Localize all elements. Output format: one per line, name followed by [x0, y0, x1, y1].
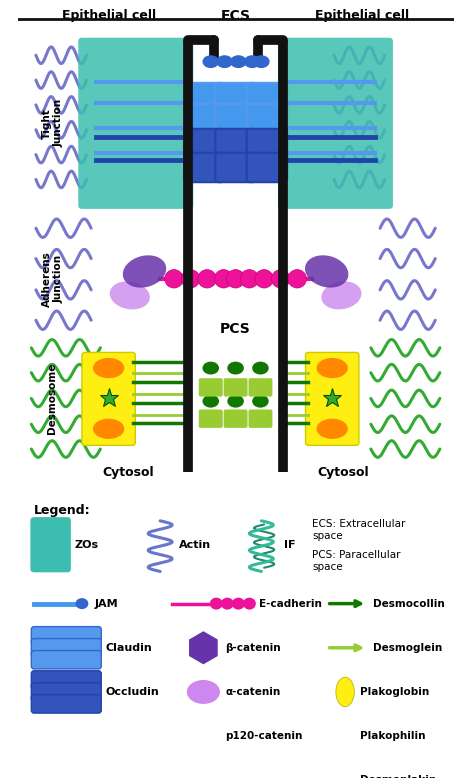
Ellipse shape: [228, 362, 244, 374]
Text: ZOs: ZOs: [74, 540, 99, 550]
Ellipse shape: [228, 394, 244, 408]
Text: Cytosol: Cytosol: [318, 465, 369, 478]
Ellipse shape: [336, 721, 354, 751]
Text: p120-catenin: p120-catenin: [226, 731, 303, 741]
Ellipse shape: [253, 55, 270, 68]
Text: β-catenin: β-catenin: [226, 643, 281, 653]
Text: IF: IF: [284, 540, 296, 550]
Ellipse shape: [317, 419, 348, 439]
FancyBboxPatch shape: [184, 104, 225, 134]
Ellipse shape: [288, 270, 307, 288]
Text: Actin: Actin: [179, 540, 210, 550]
FancyBboxPatch shape: [199, 409, 223, 428]
Ellipse shape: [227, 270, 245, 288]
FancyBboxPatch shape: [215, 82, 256, 112]
Text: Desmoplakin: Desmoplakin: [360, 776, 436, 778]
Ellipse shape: [214, 270, 233, 288]
FancyBboxPatch shape: [278, 38, 393, 209]
FancyBboxPatch shape: [199, 378, 223, 397]
Ellipse shape: [336, 677, 354, 706]
Ellipse shape: [230, 55, 246, 68]
Ellipse shape: [240, 270, 259, 288]
Ellipse shape: [252, 394, 269, 408]
FancyBboxPatch shape: [184, 152, 225, 182]
Text: ECS: ECS: [220, 9, 251, 23]
Ellipse shape: [165, 270, 183, 288]
Ellipse shape: [109, 282, 150, 310]
Ellipse shape: [221, 598, 234, 610]
FancyBboxPatch shape: [31, 639, 101, 657]
Ellipse shape: [123, 255, 166, 288]
Text: JAM: JAM: [95, 598, 118, 608]
Text: Desmosome: Desmosome: [47, 363, 57, 434]
Text: ECS: Extracellular
space: ECS: Extracellular space: [312, 519, 405, 541]
Text: Tight
Junction: Tight Junction: [42, 100, 64, 147]
Text: Epithelial cell: Epithelial cell: [315, 9, 409, 22]
Ellipse shape: [202, 55, 219, 68]
Text: Claudin: Claudin: [106, 643, 153, 653]
Text: Plakophilin: Plakophilin: [360, 731, 425, 741]
Ellipse shape: [272, 270, 290, 288]
FancyBboxPatch shape: [246, 104, 287, 134]
FancyBboxPatch shape: [248, 409, 273, 428]
FancyBboxPatch shape: [30, 517, 71, 573]
Ellipse shape: [190, 722, 217, 750]
FancyBboxPatch shape: [215, 152, 256, 182]
Ellipse shape: [243, 598, 256, 610]
Ellipse shape: [182, 270, 200, 288]
Ellipse shape: [187, 680, 220, 704]
FancyBboxPatch shape: [246, 129, 287, 158]
FancyBboxPatch shape: [31, 683, 101, 701]
FancyBboxPatch shape: [31, 650, 101, 669]
Ellipse shape: [321, 282, 362, 310]
Ellipse shape: [317, 358, 348, 378]
FancyBboxPatch shape: [82, 352, 135, 445]
Ellipse shape: [75, 598, 88, 609]
FancyBboxPatch shape: [31, 695, 101, 713]
Ellipse shape: [198, 270, 216, 288]
FancyBboxPatch shape: [215, 104, 256, 134]
FancyBboxPatch shape: [31, 626, 101, 645]
Text: PCS: PCS: [220, 322, 251, 336]
FancyBboxPatch shape: [246, 82, 287, 112]
Text: E-cadherin: E-cadherin: [259, 598, 321, 608]
FancyBboxPatch shape: [306, 352, 359, 445]
FancyBboxPatch shape: [31, 671, 101, 689]
Text: Plakoglobin: Plakoglobin: [360, 687, 429, 697]
FancyBboxPatch shape: [246, 152, 287, 182]
Ellipse shape: [93, 419, 124, 439]
Text: Desmocollin: Desmocollin: [373, 598, 445, 608]
Ellipse shape: [210, 598, 223, 610]
Text: Adherens
Junction: Adherens Junction: [42, 251, 64, 307]
Text: Desmoglein: Desmoglein: [373, 643, 442, 653]
Text: Legend:: Legend:: [34, 504, 91, 517]
Ellipse shape: [305, 255, 348, 288]
Text: α-catenin: α-catenin: [226, 687, 281, 697]
Text: Occludin: Occludin: [106, 687, 160, 697]
FancyBboxPatch shape: [78, 38, 193, 209]
FancyBboxPatch shape: [184, 129, 225, 158]
FancyBboxPatch shape: [224, 409, 247, 428]
Ellipse shape: [202, 394, 219, 408]
FancyBboxPatch shape: [248, 378, 273, 397]
Ellipse shape: [216, 55, 233, 68]
Ellipse shape: [244, 55, 260, 68]
Text: Cytosol: Cytosol: [102, 465, 154, 478]
FancyBboxPatch shape: [224, 378, 247, 397]
Ellipse shape: [252, 362, 269, 374]
Ellipse shape: [232, 598, 245, 610]
Ellipse shape: [255, 270, 273, 288]
Ellipse shape: [202, 362, 219, 374]
Text: PCS: Paracellular
space: PCS: Paracellular space: [312, 551, 401, 572]
FancyBboxPatch shape: [215, 129, 256, 158]
Ellipse shape: [93, 358, 124, 378]
Text: Epithelial cell: Epithelial cell: [63, 9, 156, 22]
FancyBboxPatch shape: [184, 82, 225, 112]
